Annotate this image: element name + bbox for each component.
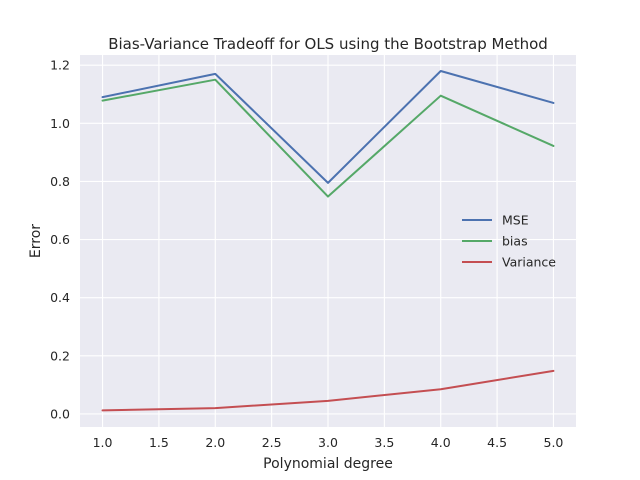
y-axis-label: Error: [28, 224, 44, 258]
x-tick-label: 2.5: [262, 435, 282, 450]
legend-item-variance: Variance: [462, 255, 556, 270]
legend: MSE bias Variance: [462, 213, 556, 270]
series-bias: [101, 78, 555, 198]
grid: [80, 55, 576, 427]
x-tick-label: 4.0: [431, 435, 451, 450]
x-tick-label: 5.0: [544, 435, 564, 450]
x-axis-label: Polynomial degree: [263, 456, 393, 472]
y-tick-label: 1.0: [50, 116, 70, 131]
x-tick-label: 2.0: [205, 435, 225, 450]
legend-label: bias: [502, 234, 528, 249]
y-tick-label: 1.2: [50, 58, 70, 73]
y-tick-label: 0.0: [50, 406, 70, 421]
y-tick-label: 0.2: [50, 348, 70, 363]
y-tick-label: 0.8: [50, 174, 70, 189]
legend-item-bias: bias: [462, 234, 528, 249]
x-tick-label: 3.5: [374, 435, 394, 450]
chart-title: Bias-Variance Tradeoff for OLS using the…: [108, 35, 548, 53]
x-tick-label: 3.0: [318, 435, 338, 450]
y-tick-label: 0.6: [50, 232, 70, 247]
legend-label: Variance: [502, 255, 556, 270]
y-tick-label: 0.4: [50, 290, 70, 305]
legend-label: MSE: [502, 213, 529, 228]
x-tick-label: 1.5: [149, 435, 169, 450]
series-lines: [101, 69, 555, 412]
x-tick-label: 4.5: [487, 435, 507, 450]
series-mse: [101, 69, 555, 184]
x-axis-ticks: 1.0 1.5 2.0 2.5 3.0 3.5 4.0 4.5 5.0: [93, 435, 564, 450]
y-axis-ticks: 0.0 0.2 0.4 0.6 0.8 1.0 1.2: [50, 58, 70, 422]
x-tick-label: 1.0: [93, 435, 113, 450]
legend-item-mse: MSE: [462, 213, 529, 228]
series-variance: [101, 369, 555, 412]
